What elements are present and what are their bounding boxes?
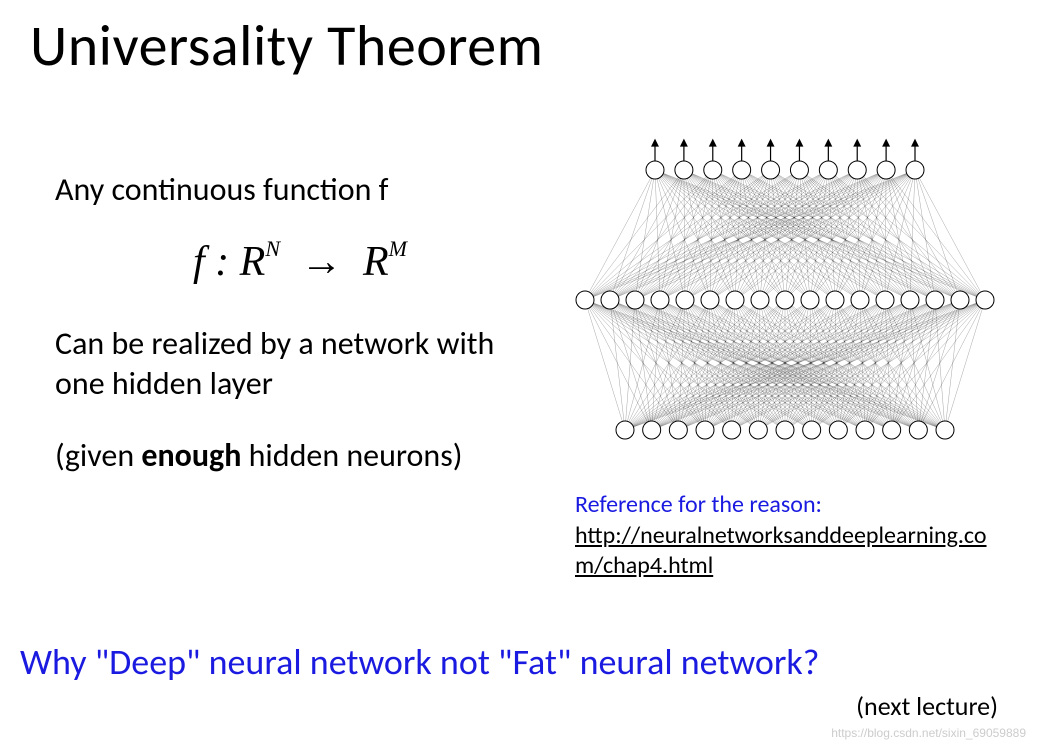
next-lecture-note: (next lecture) [856,690,998,722]
bottom-question: Why "Deep" neural network not "Fat" neur… [20,640,1020,684]
reference-label: Reference for the reason: [575,490,995,519]
formula-R1: R [240,239,266,285]
reference-url[interactable]: http://neuralnetworksanddeeplearning.com… [575,521,995,581]
formula-f-rn-rm: f : RN → RM [55,238,545,286]
formula-R2: R [363,239,389,285]
formula-f: f [193,239,205,285]
given-suffix: hidden neurons) [241,436,462,475]
formula-colon: : [205,239,240,285]
neural-network-diagram [575,130,995,470]
text-can-be-realized: Can be realized by a network with one hi… [55,324,545,404]
left-column: Any continuous function f f : RN → RM Ca… [55,170,545,509]
formula-arrow: → [291,239,353,285]
text-any-continuous: Any continuous function f [55,170,545,210]
slide-root: Universality Theorem Any continuous func… [0,0,1038,744]
watermark-text: https://blog.csdn.net/sixin_69059889 [831,726,1026,740]
formula-sup-M: M [389,236,407,261]
given-prefix: (given [55,436,141,475]
formula-sup-N: N [265,236,280,261]
right-column: Reference for the reason: http://neuraln… [575,130,995,581]
given-bold: enough [141,436,241,475]
slide-title: Universality Theorem [30,10,543,81]
text-given-enough: (given enough hidden neurons) [55,434,545,477]
